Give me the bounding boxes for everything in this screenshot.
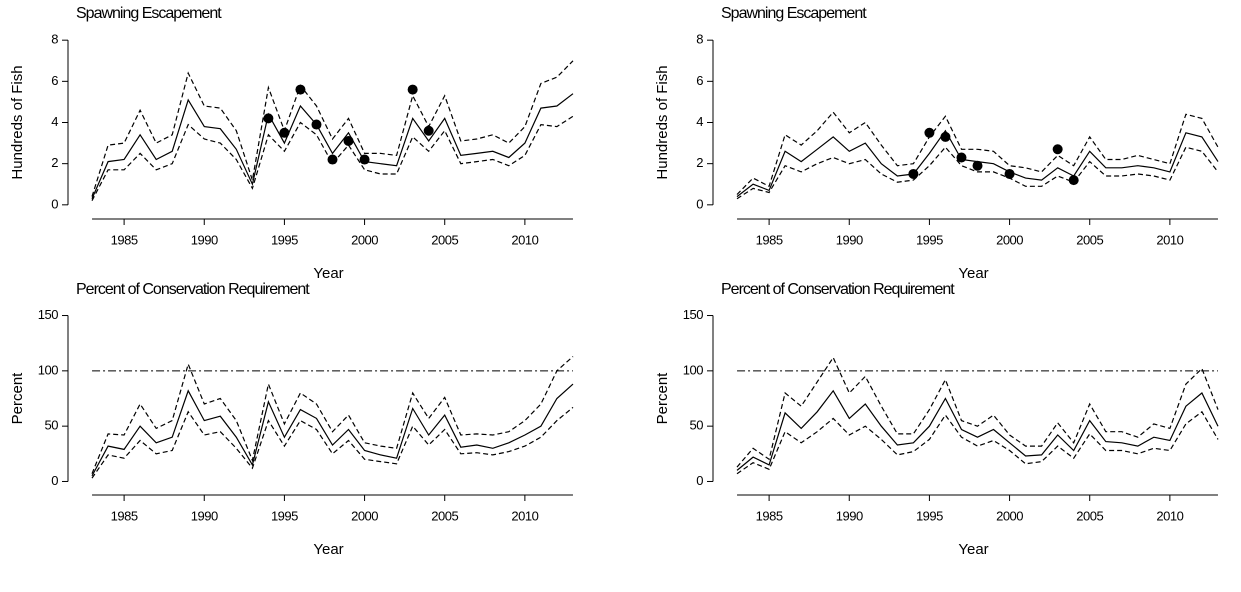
observed-point — [359, 154, 370, 165]
x-tick-label: 1995 — [916, 508, 943, 523]
interval-line — [736, 410, 1219, 475]
panel: Percent of Conservation Requirement Perce… — [654, 281, 1219, 558]
x-tick-label: 1985 — [111, 508, 138, 523]
observed-point — [423, 125, 434, 136]
observed-point — [295, 84, 306, 95]
x-axis-label: Year — [958, 265, 988, 282]
observed-point — [343, 136, 354, 147]
x-axis-label: Year — [313, 541, 343, 558]
x-tick-label: 2010 — [511, 232, 538, 247]
panel: Spawning Escapement Hundreds of Fish Year 0… — [654, 5, 1219, 282]
x-tick-label: 1990 — [836, 508, 863, 523]
y-tick-label: 4 — [51, 114, 58, 129]
x-tick-label: 1990 — [191, 508, 218, 523]
y-tick-label: 50 — [45, 418, 59, 433]
y-axis-label: Hundreds of Fish — [654, 65, 671, 179]
observed-point — [972, 160, 983, 171]
x-tick-label: 2000 — [351, 508, 378, 523]
y-tick-label: 150 — [38, 307, 58, 322]
interval-line — [736, 111, 1219, 195]
y-tick-label: 0 — [696, 473, 703, 488]
x-tick-label: 1985 — [756, 508, 783, 523]
y-tick-label: 2 — [696, 155, 703, 170]
estimate-line — [91, 383, 574, 477]
panel: Percent of Conservation Requirement Perce… — [9, 281, 574, 558]
observed-point — [311, 119, 322, 130]
x-tick-label: 2005 — [1076, 508, 1103, 523]
y-tick-label: 50 — [690, 418, 704, 433]
y-tick-label: 100 — [683, 362, 703, 377]
panel-title: Percent of Conservation Requirement — [721, 281, 955, 298]
x-tick-label: 1985 — [111, 232, 138, 247]
panel-title: Spawning Escapement — [76, 5, 222, 22]
x-tick-label: 1990 — [191, 232, 218, 247]
x-tick-label: 2000 — [996, 508, 1023, 523]
y-tick-label: 100 — [38, 362, 58, 377]
observed-point — [956, 152, 967, 163]
x-tick-label: 2005 — [431, 232, 458, 247]
x-tick-label: 2000 — [996, 232, 1023, 247]
x-tick-label: 1995 — [271, 508, 298, 523]
observed-point — [924, 127, 935, 138]
observed-point — [263, 113, 274, 124]
x-tick-label: 2010 — [1156, 508, 1183, 523]
estimate-line — [736, 389, 1219, 471]
observed-point — [1004, 168, 1015, 179]
x-tick-label: 1995 — [271, 232, 298, 247]
y-tick-label: 0 — [51, 473, 58, 488]
x-axis-label: Year — [958, 541, 988, 558]
observed-point — [327, 154, 338, 165]
x-tick-label: 2010 — [511, 508, 538, 523]
y-tick-label: 6 — [51, 73, 58, 88]
x-tick-label: 1985 — [756, 232, 783, 247]
x-tick-label: 1990 — [836, 232, 863, 247]
x-tick-label: 1995 — [916, 232, 943, 247]
observed-point — [1052, 144, 1063, 155]
panel-title: Spawning Escapement — [721, 5, 867, 22]
y-tick-label: 0 — [696, 196, 703, 211]
x-tick-label: 2005 — [431, 508, 458, 523]
y-axis-label: Hundreds of Fish — [9, 65, 26, 179]
interval-line — [736, 356, 1219, 468]
interval-line — [91, 356, 574, 474]
panel-title: Percent of Conservation Requirement — [76, 281, 310, 298]
y-tick-label: 8 — [51, 32, 58, 47]
panel: Spawning Escapement Hundreds of Fish Year 0… — [9, 5, 574, 282]
y-axis-label: Percent — [654, 372, 671, 425]
interval-line — [91, 115, 574, 201]
y-tick-label: 8 — [696, 32, 703, 47]
observed-point — [279, 127, 290, 138]
x-tick-label: 2005 — [1076, 232, 1103, 247]
y-tick-label: 2 — [51, 155, 58, 170]
y-tick-label: 0 — [51, 196, 58, 211]
observed-point — [1068, 175, 1079, 186]
interval-line — [91, 60, 574, 197]
x-axis-label: Year — [313, 265, 343, 282]
interval-line — [91, 406, 574, 479]
estimate-line — [91, 93, 574, 199]
x-tick-label: 2000 — [351, 232, 378, 247]
y-tick-label: 150 — [683, 307, 703, 322]
y-tick-label: 4 — [696, 114, 703, 129]
observed-point — [407, 84, 418, 95]
x-tick-label: 2010 — [1156, 232, 1183, 247]
observed-point — [908, 168, 919, 179]
interval-line — [736, 146, 1219, 200]
observed-point — [940, 131, 951, 142]
y-axis-label: Percent — [9, 372, 26, 425]
y-tick-label: 6 — [696, 73, 703, 88]
